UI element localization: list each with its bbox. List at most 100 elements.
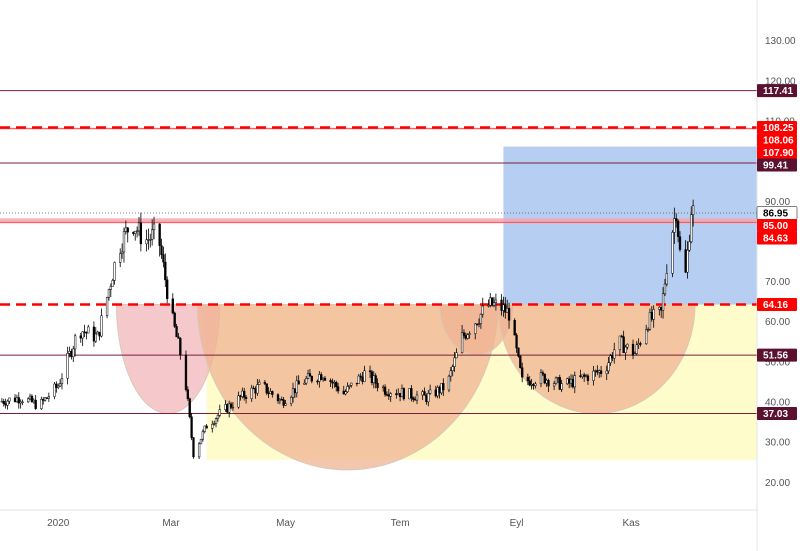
candle-body <box>40 399 43 409</box>
price-badge-label: 86.95 <box>763 209 788 220</box>
price-badge-label: 117.41 <box>763 86 793 97</box>
candle-body <box>135 230 139 232</box>
candle-body <box>598 370 601 373</box>
price-badge-label: 64.16 <box>763 300 788 311</box>
x-tick-label: Kas <box>623 518 640 529</box>
candle-body <box>504 304 507 313</box>
target-box <box>503 146 757 305</box>
candle-body <box>321 377 325 380</box>
candle-body <box>147 239 150 241</box>
candle-body <box>241 390 244 397</box>
y-tick-label: 90.00 <box>765 197 790 208</box>
candle-body <box>151 229 154 240</box>
candle-body <box>547 379 550 387</box>
candle-body <box>27 398 30 403</box>
candle-body <box>132 231 135 234</box>
candle-body <box>197 443 201 458</box>
candle-body <box>613 349 616 359</box>
candle-body <box>532 384 535 386</box>
candle-body <box>331 381 334 384</box>
candle-body <box>164 261 167 281</box>
candle-body <box>96 331 99 335</box>
candle-body <box>412 397 415 400</box>
candle-body <box>30 395 34 403</box>
candle-body <box>107 289 111 298</box>
candle-body <box>318 374 321 382</box>
x-tick-label: 2020 <box>47 518 70 529</box>
candle-body <box>609 355 612 364</box>
candle-body <box>8 397 11 402</box>
candle-body <box>212 423 216 425</box>
candle-body <box>218 409 221 416</box>
candle-body <box>639 343 642 345</box>
candle-body <box>502 304 505 311</box>
candle-body <box>81 331 84 339</box>
candlestick-series <box>0 199 695 460</box>
y-tick-label: 70.00 <box>765 277 790 288</box>
candle-body <box>68 350 71 354</box>
candle-body <box>648 312 652 330</box>
candle-body <box>421 391 424 396</box>
candle-body <box>383 386 387 395</box>
candle-body <box>599 370 603 374</box>
candle-body <box>98 331 101 337</box>
horizontal-levels <box>0 90 757 414</box>
candle-body <box>573 375 576 388</box>
candle-body <box>528 380 531 386</box>
candle-body <box>306 373 310 379</box>
candle-body <box>376 383 379 389</box>
candle-body <box>126 227 129 233</box>
candle-body <box>333 382 336 384</box>
candle-body <box>87 326 90 334</box>
candle-body <box>214 418 218 424</box>
y-tick-label: 60.00 <box>765 317 790 328</box>
candle-body <box>271 391 274 395</box>
candle-body <box>355 382 359 385</box>
candle-body <box>32 399 35 403</box>
candle-body <box>145 239 148 245</box>
candle-body <box>303 382 306 385</box>
candle-body <box>348 385 351 387</box>
price-badge-label: 51.56 <box>763 351 788 362</box>
candle-body <box>539 372 543 385</box>
candle-body <box>231 406 235 409</box>
candle-body <box>60 378 64 384</box>
candle-body <box>646 328 650 331</box>
candle-body <box>507 308 511 321</box>
price-badge-bg <box>757 298 797 312</box>
candle-body <box>297 380 300 385</box>
candle-body <box>21 401 24 403</box>
price-badge-bg <box>757 145 797 159</box>
candle-body <box>173 312 176 327</box>
x-tick-label: Tem <box>391 518 410 529</box>
candle-body <box>466 334 469 339</box>
candle-body <box>400 388 404 398</box>
candle-body <box>199 438 203 445</box>
candle-body <box>111 280 114 287</box>
candle-body <box>94 333 97 342</box>
candle-body <box>671 232 674 274</box>
candle-body <box>492 302 496 306</box>
candle-body <box>558 377 561 390</box>
candle-body <box>79 335 82 339</box>
candle-body <box>201 431 205 440</box>
candle-body <box>265 383 268 394</box>
candle-body <box>139 222 143 245</box>
candle-body <box>633 353 637 356</box>
candle-body <box>17 397 20 404</box>
candle-body <box>175 326 178 338</box>
price-badge-label: 107.90 <box>763 148 794 159</box>
candle-body <box>389 393 392 397</box>
candle-body <box>402 388 406 400</box>
candle-body <box>122 231 126 253</box>
candle-body <box>0 401 4 403</box>
candle-body <box>120 251 124 254</box>
candle-body <box>357 375 360 384</box>
candle-body <box>100 315 103 337</box>
y-tick-label: 30.00 <box>765 438 790 449</box>
candle-body <box>494 299 498 303</box>
candle-body <box>250 387 253 399</box>
